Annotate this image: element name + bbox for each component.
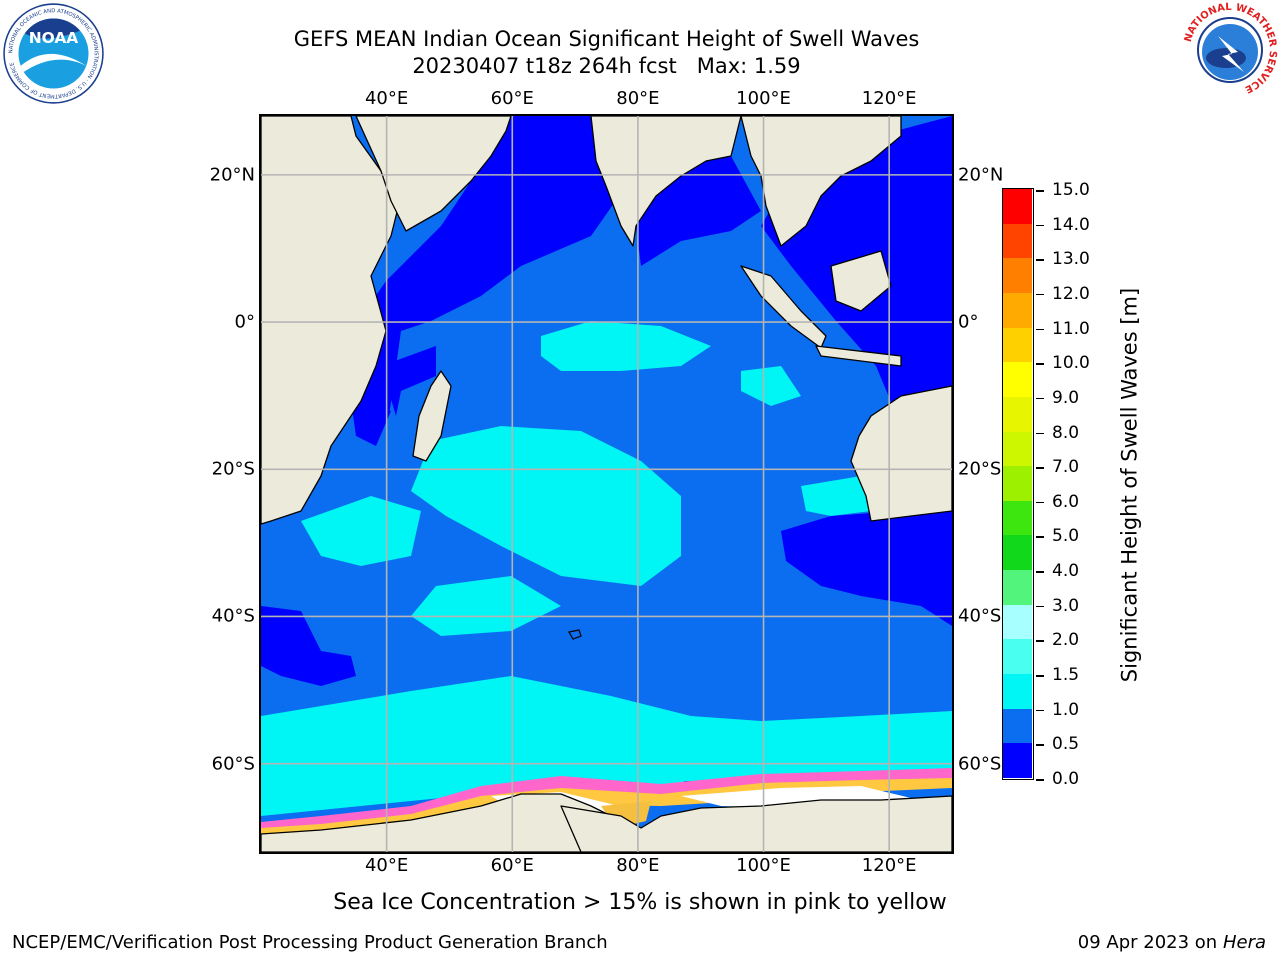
colorbar-tick [1036,397,1044,400]
colorbar [1002,188,1034,780]
colorbar-cell [1003,570,1032,605]
noaa-logo: NOAA NATIONAL OCEANIC AND ATMOSPHERIC AD… [3,3,104,104]
island-kerguelen [568,629,582,640]
colorbar-label: 1.5 [1052,665,1080,686]
colorbar-cell [1003,500,1032,536]
colorbar-tick [1036,709,1044,712]
colorbar-cell [1003,466,1032,501]
longitude-label-top: 80°E [616,88,660,109]
colorbar-label: 5.0 [1052,526,1080,547]
footer-host: Hera [1222,932,1266,953]
colorbar-tick [1036,744,1044,746]
colorbar-label: 7.0 [1052,457,1080,478]
land-masses [261,116,952,852]
colorbar-cell [1003,327,1032,363]
colorbar-label: 4.0 [1052,561,1080,582]
latitude-label-right: 20°S [958,458,1002,480]
latitude-label-right: 20°N [958,164,1004,186]
colorbar-label: 0.5 [1052,734,1080,755]
colorbar-label: 11.0 [1052,318,1090,339]
colorbar-cell [1003,639,1032,675]
longitude-label-bottom: 40°E [364,855,409,876]
colorbar-tick [1036,675,1044,677]
longitude-label-top: 40°E [364,88,409,109]
sea-ice-note: Sea Ice Concentration > 15% is shown in … [333,890,947,915]
colorbar-label: 0.0 [1052,769,1080,789]
colorbar-cell [1003,189,1032,224]
colorbar-tick [1036,779,1044,781]
colorbar-tick [1036,224,1044,227]
colorbar-tick [1036,293,1044,296]
latitude-label-left: 40°S [211,605,255,627]
colorbar-tick [1036,605,1044,608]
colorbar-tick [1036,501,1044,504]
latitude-label-right: 60°S [958,753,1002,775]
colorbar-tick [1036,536,1044,538]
colorbar-label: 13.0 [1052,249,1090,270]
chart-title: GEFS MEAN Indian Ocean Significant Heigh… [0,26,1213,80]
map-canvas [261,116,952,852]
colorbar-label: 1.0 [1052,699,1080,720]
footer-date: 09 Apr 2023 on Hera [1078,932,1266,953]
colorbar-label: 2.0 [1052,630,1080,651]
latitude-label-left: 20°S [211,458,255,480]
title-line-2: 20230407 t18z 264h fcst Max: 1.59 [412,54,801,78]
colorbar-tick [1036,432,1044,435]
title-line-1: GEFS MEAN Indian Ocean Significant Heigh… [293,27,920,51]
colorbar-title: Significant Height of Swell Waves [m] [1117,287,1142,683]
latitude-label-left: 0° [234,311,255,333]
colorbar-label: 15.0 [1052,180,1090,200]
colorbar-tick [1036,571,1044,573]
colorbar-cell [1003,674,1032,709]
colorbar-label: 9.0 [1052,387,1080,408]
colorbar-cell [1003,292,1032,328]
longitude-label-bottom: 80°E [616,855,660,876]
longitude-label-top: 120°E [861,88,917,109]
latitude-label-left: 20°N [209,164,255,186]
colorbar-cell [1003,708,1032,744]
colorbar-label: 10.0 [1052,353,1090,374]
latitude-label-right: 40°S [958,605,1002,627]
colorbar-tick [1036,363,1044,365]
colorbar-cell [1003,258,1032,293]
longitude-label-top: 100°E [736,88,791,109]
colorbar-tick [1036,190,1044,192]
footer-credit: NCEP/EMC/Verification Post Processing Pr… [12,932,608,953]
colorbar-label: 3.0 [1052,595,1080,616]
footer-date-text: 09 Apr 2023 on [1077,932,1218,953]
colorbar-tick [1036,328,1044,331]
colorbar-label: 14.0 [1052,214,1090,235]
longitude-label-bottom: 120°E [861,855,917,876]
colorbar-cell [1003,362,1032,397]
longitude-label-bottom: 100°E [736,855,791,876]
colorbar-label: 6.0 [1052,491,1080,512]
latitude-label-right: 0° [958,311,979,333]
noaa-logo-text: NOAA [29,29,79,47]
map-panel[interactable] [259,114,954,854]
colorbar-cell [1003,223,1032,259]
nws-logo: NATIONAL WEATHER SERVICE [1183,2,1278,97]
colorbar-cell [1003,604,1032,640]
colorbar-cell [1003,431,1032,467]
colorbar-cell [1003,535,1032,571]
latitude-label-left: 60°S [211,753,255,775]
colorbar-cell [1003,743,1032,778]
colorbar-cell [1003,396,1032,432]
gridlines [261,116,952,852]
colorbar-tick [1036,640,1044,642]
longitude-label-bottom: 60°E [490,855,534,876]
colorbar-tick [1036,467,1044,469]
longitude-label-top: 60°E [490,88,534,109]
colorbar-label: 12.0 [1052,283,1090,304]
colorbar-label: 8.0 [1052,422,1080,443]
colorbar-tick [1036,259,1044,261]
